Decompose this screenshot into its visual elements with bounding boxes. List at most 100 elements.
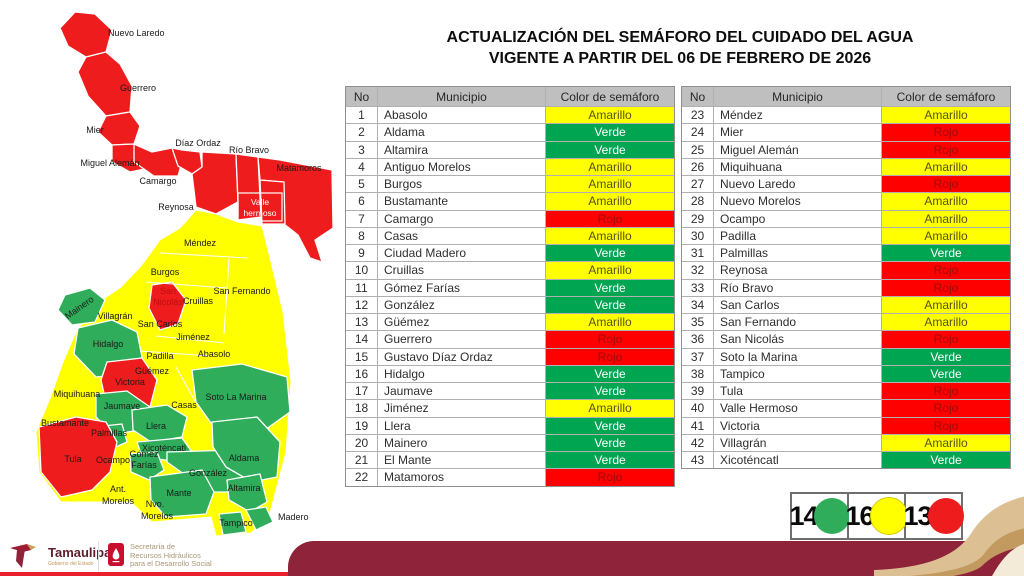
tamaulipas-map: Nuevo Laredo Guerrero Mier Miguel AlemánCam… <box>35 11 334 537</box>
semaforo-status-cell: Rojo <box>882 400 1010 417</box>
municipio-name: Tampico <box>714 365 882 382</box>
municipio-name: Nuevo Laredo <box>714 176 882 193</box>
table-row: 24 Mier Rojo <box>682 123 1010 141</box>
row-number: 1 <box>346 107 378 124</box>
row-number: 13 <box>346 314 378 331</box>
semaforo-status-cell: Verde <box>546 296 674 313</box>
map-city-label: Guerrero <box>120 83 156 93</box>
table-row: 43 Xicoténcatl Verde <box>682 451 1010 469</box>
map-city-label: Reynosa <box>158 202 194 212</box>
table-row: 35 San Fernando Amarillo <box>682 313 1010 331</box>
table-header-row: No Municipio Color de semáforo <box>346 87 674 106</box>
semaforo-status-cell: Amarillo <box>546 176 674 193</box>
map-city-label: Díaz Ordaz <box>175 138 221 148</box>
table-row: 38 Tampico Verde <box>682 364 1010 382</box>
municipio-name: Aldama <box>378 124 546 141</box>
map-city-label: San <box>160 286 176 296</box>
map-city-label: Abasolo <box>198 349 231 359</box>
map-city-label: Madero <box>278 512 309 522</box>
row-number: 2 <box>346 124 378 141</box>
table-row: 27 Nuevo Laredo Rojo <box>682 175 1010 193</box>
municipio-name: Ciudad Madero <box>378 245 546 262</box>
map-city-label: Camargo <box>139 176 176 186</box>
semaforo-status-cell: Rojo <box>546 210 674 227</box>
semaforo-status-cell: Amarillo <box>882 227 1010 244</box>
header-municipio: Municipio <box>714 87 882 106</box>
semaforo-status-cell: Verde <box>546 452 674 469</box>
footer-brand-area: Tamaulipas Gobierno del Estado Secretarí… <box>6 540 286 574</box>
semaforo-status-cell: Verde <box>546 383 674 400</box>
map-border-line <box>145 281 227 289</box>
row-number: 16 <box>346 365 378 382</box>
map-region-llera <box>131 404 188 443</box>
row-number: 32 <box>682 262 714 279</box>
map-city-label: Soto La Marina <box>205 392 266 402</box>
table-row: 20 Mainero Verde <box>346 433 674 451</box>
row-number: 35 <box>682 314 714 331</box>
semaforo-status-cell: Verde <box>546 245 674 262</box>
table-row: 12 González Verde <box>346 295 674 313</box>
table-row: 1 Abasolo Amarillo <box>346 106 674 124</box>
brand-name: Tamaulipas <box>48 545 119 560</box>
legend-cell-verde: 14 <box>789 494 850 538</box>
table-row: 21 El Mante Verde <box>346 451 674 469</box>
table-row: 29 Ocampo Amarillo <box>682 209 1010 227</box>
row-number: 22 <box>346 469 378 486</box>
municipio-name: San Carlos <box>714 296 882 313</box>
municipio-name: Villagrán <box>714 434 882 451</box>
row-number: 6 <box>346 193 378 210</box>
title-line-1: ACTUALIZACIÓN DEL SEMÁFORO DEL CUIDADO D… <box>446 29 914 46</box>
table-row: 17 Jaumave Verde <box>346 382 674 400</box>
map-city-label: Miquihuana <box>54 389 101 399</box>
row-number: 15 <box>346 348 378 365</box>
municipio-name: Río Bravo <box>714 279 882 296</box>
rojo-circle-icon <box>927 498 964 534</box>
row-number: 42 <box>682 434 714 451</box>
table-row: 13 Güémez Amarillo <box>346 313 674 331</box>
row-number: 9 <box>346 245 378 262</box>
row-number: 28 <box>682 193 714 210</box>
map-city-label: Mante <box>166 488 191 498</box>
municipio-name: González <box>378 296 546 313</box>
table-row: 23 Méndez Amarillo <box>682 106 1010 124</box>
header-municipio: Municipio <box>378 87 546 106</box>
semaforo-status-cell: Verde <box>882 365 1010 382</box>
map-city-label: San Fernando <box>213 286 270 296</box>
map-city-label: Matamoros <box>276 163 322 173</box>
semaforo-status-cell: Amarillo <box>882 434 1010 451</box>
table-row: 33 Río Bravo Rojo <box>682 278 1010 296</box>
municipio-name: San Fernando <box>714 314 882 331</box>
municipio-name: Padilla <box>714 227 882 244</box>
map-border-line <box>159 252 249 259</box>
totals-legend: 14 16 13 <box>789 492 964 540</box>
table-row: 10 Cruillas Amarillo <box>346 261 674 279</box>
table-row: 30 Padilla Amarillo <box>682 226 1010 244</box>
municipio-name: Victoria <box>714 417 882 434</box>
semaforo-status-cell: Verde <box>882 245 1010 262</box>
map-city-label: Aldama <box>229 453 260 463</box>
map-region-soto-la-marina <box>191 363 291 433</box>
map-city-label: Nuevo Laredo <box>108 28 165 38</box>
semaforo-status-cell: Amarillo <box>882 158 1010 175</box>
municipio-name: Llera <box>378 417 546 434</box>
map-region-gomez-farias <box>129 451 165 481</box>
municipio-name: Reynosa <box>714 262 882 279</box>
semaforo-status-cell: Rojo <box>882 176 1010 193</box>
amarillo-circle-icon <box>869 497 908 535</box>
municipio-name: Tula <box>714 383 882 400</box>
row-number: 41 <box>682 417 714 434</box>
semaforo-status-cell: Amarillo <box>882 296 1010 313</box>
map-region-aldama <box>211 416 281 483</box>
municipio-name: Hidalgo <box>378 365 546 382</box>
municipio-name: Burgos <box>378 176 546 193</box>
table-row: 5 Burgos Amarillo <box>346 175 674 193</box>
semaforo-status-cell: Rojo <box>882 279 1010 296</box>
map-city-label: Llera <box>146 421 166 431</box>
table-row: 8 Casas Amarillo <box>346 226 674 244</box>
semaforo-status-cell: Verde <box>546 279 674 296</box>
semaforo-status-cell: Amarillo <box>546 262 674 279</box>
map-region-valle-hermoso <box>259 179 286 225</box>
map-border-line <box>139 350 211 357</box>
map-city-label: González <box>189 468 228 478</box>
semaforo-status-cell: Rojo <box>882 141 1010 158</box>
